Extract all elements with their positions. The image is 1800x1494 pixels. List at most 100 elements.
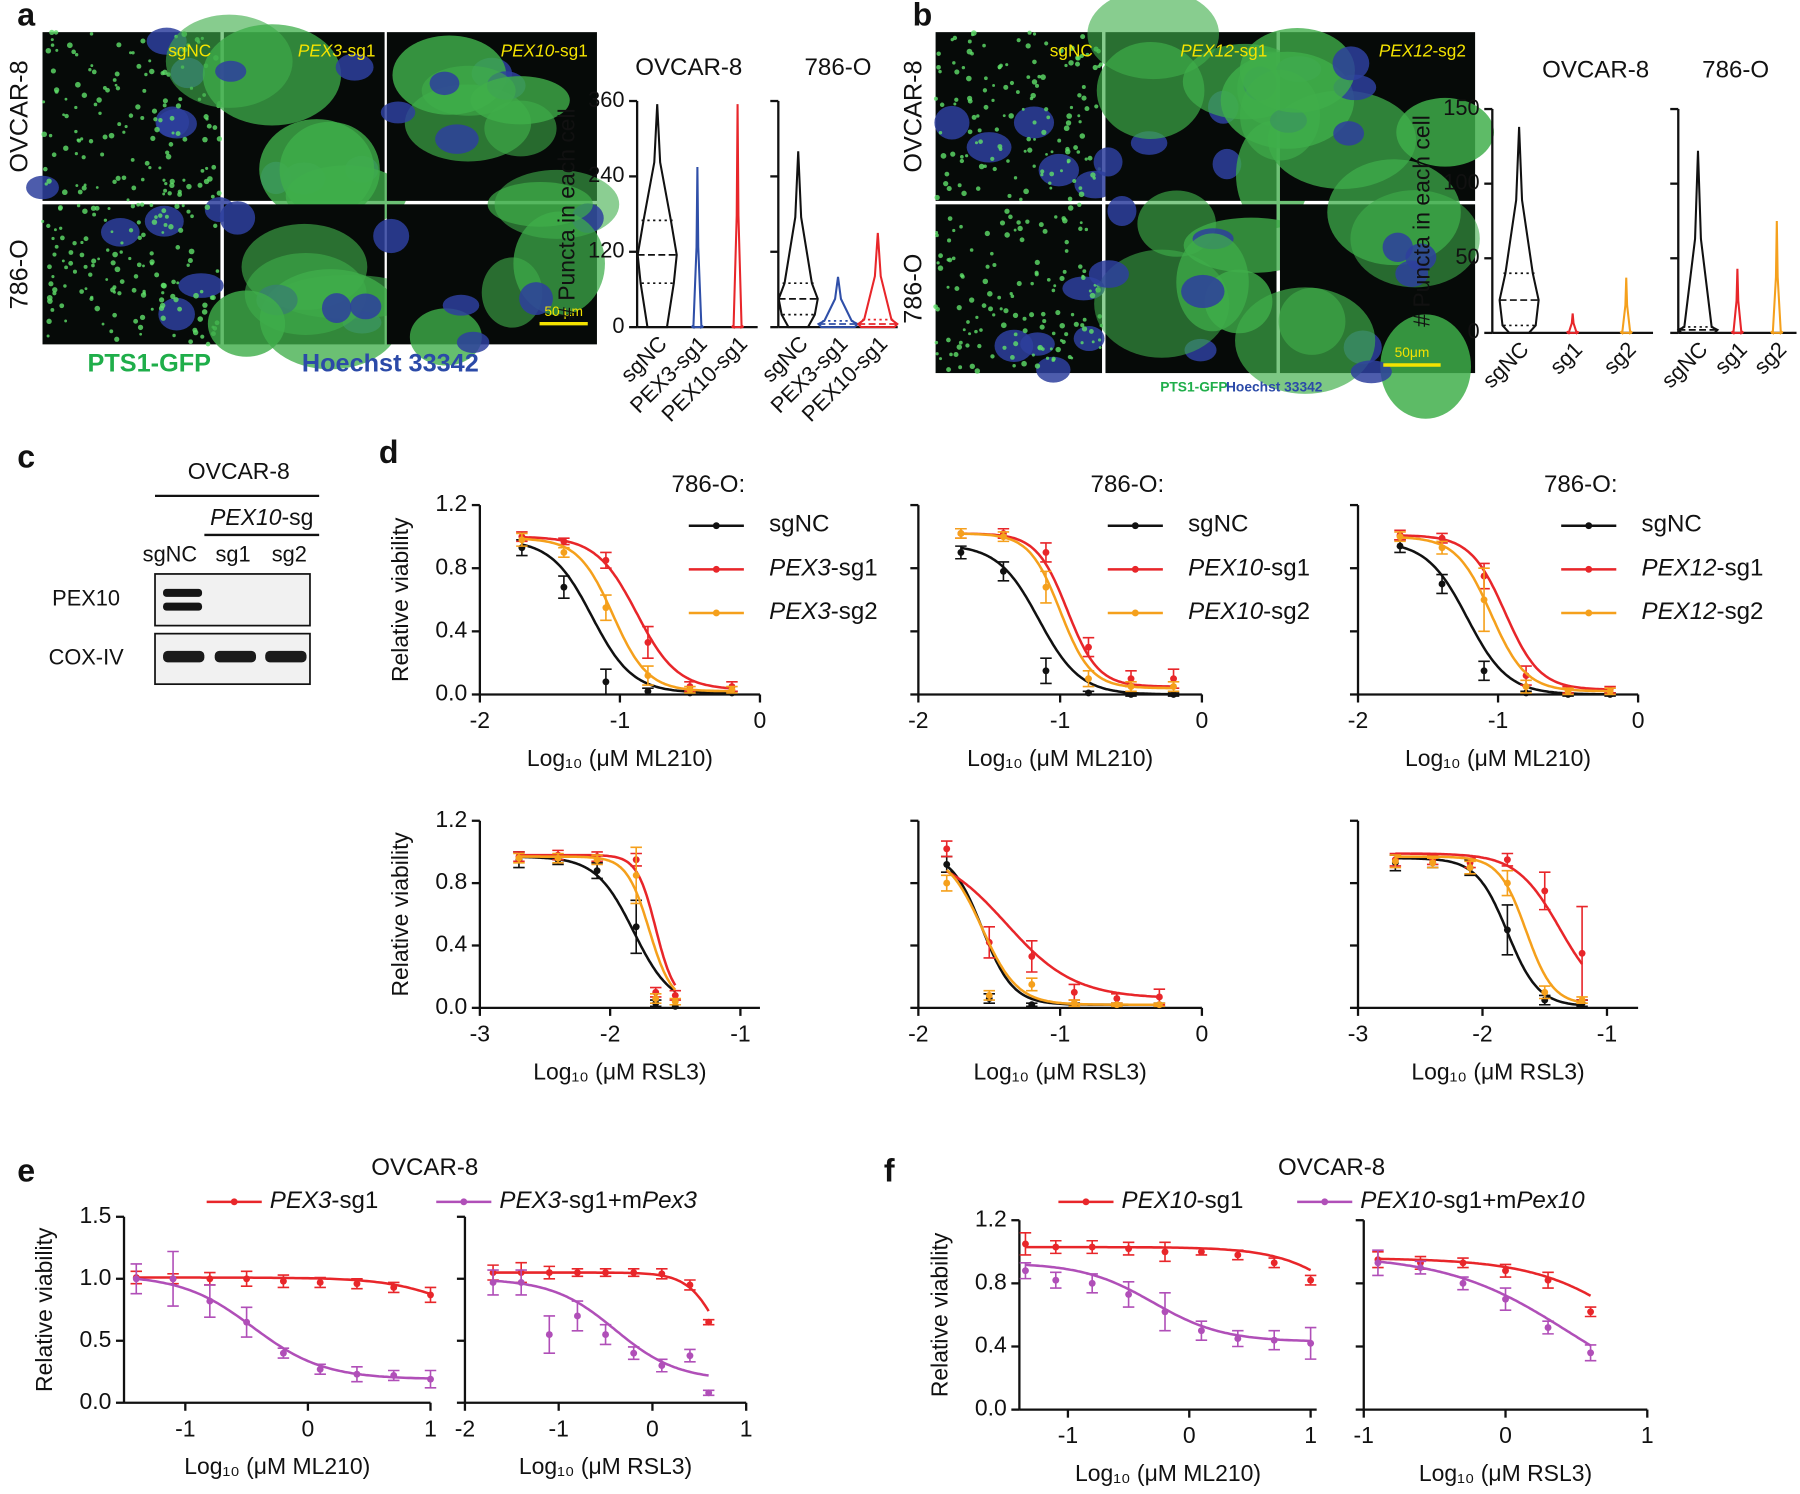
nucleus: [1350, 360, 1392, 384]
puncta: [53, 228, 57, 232]
legend-marker: [712, 565, 720, 573]
puncta: [66, 42, 73, 49]
legend-label: PEX3-sg1+mPex3: [499, 1187, 697, 1214]
data-point: [427, 1375, 434, 1383]
puncta: [171, 279, 176, 285]
data-point: [1085, 675, 1092, 683]
puncta: [1021, 107, 1025, 111]
data-point: [1544, 1324, 1552, 1331]
puncta: [162, 178, 166, 182]
panel-label: c: [17, 439, 35, 475]
puncta: [83, 236, 89, 242]
nucleus: [1181, 274, 1225, 309]
nucleus: [1093, 147, 1123, 177]
fit-curve: [1399, 536, 1611, 693]
legend-marker: [1131, 565, 1139, 573]
puncta: [971, 114, 977, 120]
puncta: [162, 98, 168, 104]
chart-title: OVCAR-8: [371, 1154, 478, 1181]
puncta: [1087, 155, 1093, 161]
puncta: [1078, 120, 1082, 124]
puncta: [1003, 84, 1009, 90]
puncta: [1012, 364, 1016, 368]
puncta: [1023, 149, 1027, 153]
nucleus: [456, 331, 490, 353]
scale-bar-label: 50μm: [1395, 345, 1430, 360]
puncta: [72, 269, 77, 274]
data-point: [279, 1277, 287, 1285]
puncta: [51, 152, 57, 158]
x-axis-label: Log₁₀ (μM ML210): [184, 1453, 370, 1479]
puncta: [117, 291, 122, 296]
puncta: [983, 104, 989, 110]
data-point: [632, 871, 640, 879]
puncta: [1022, 328, 1028, 334]
puncta: [199, 289, 204, 294]
puncta: [1013, 341, 1019, 347]
fit-curve: [1395, 855, 1583, 1004]
puncta: [947, 238, 952, 243]
puncta: [1078, 191, 1085, 198]
puncta: [1040, 311, 1046, 317]
puncta: [1084, 157, 1088, 161]
puncta: [215, 269, 220, 273]
y-tick-label: 1.0: [79, 1264, 111, 1290]
puncta: [1049, 171, 1055, 177]
data-point: [316, 1365, 324, 1373]
x-tick-label: sgNC: [1656, 337, 1712, 393]
puncta: [59, 226, 63, 230]
puncta: [951, 256, 956, 261]
puncta: [213, 223, 218, 228]
puncta: [144, 160, 150, 166]
x-tick-label: -1: [1354, 1422, 1374, 1448]
puncta: [201, 309, 208, 315]
puncta: [1029, 312, 1035, 318]
puncta: [90, 64, 94, 68]
y-axis-label: # Puncta in each cell: [1409, 115, 1435, 327]
puncta: [977, 128, 982, 133]
puncta: [1004, 208, 1010, 214]
data-point: [957, 530, 965, 537]
puncta: [144, 72, 148, 77]
puncta: [204, 204, 211, 210]
puncta: [110, 260, 116, 266]
legend-label: sgNC: [1642, 511, 1702, 538]
puncta: [992, 166, 997, 172]
puncta: [1067, 354, 1072, 360]
legend-marker: [1131, 609, 1139, 617]
nucleus: [100, 217, 140, 247]
puncta: [115, 86, 121, 91]
puncta: [1008, 113, 1014, 119]
puncta: [1073, 145, 1078, 150]
nucleus: [519, 282, 553, 316]
puncta: [954, 286, 960, 292]
data-point: [686, 1352, 694, 1360]
data-point: [1503, 879, 1511, 887]
puncta: [186, 263, 190, 267]
puncta: [984, 76, 988, 81]
puncta: [168, 142, 174, 147]
puncta: [151, 108, 158, 114]
puncta: [112, 78, 117, 82]
data-point: [1125, 1290, 1133, 1298]
x-tick-label: 1: [740, 1415, 753, 1441]
puncta: [162, 103, 167, 108]
puncta: [120, 241, 124, 245]
puncta: [1080, 34, 1086, 40]
y-tick-label: 0.4: [435, 616, 467, 642]
x-tick-label: -1: [175, 1415, 195, 1441]
puncta: [137, 235, 142, 241]
puncta: [1094, 104, 1099, 109]
data-point: [1587, 1308, 1595, 1316]
puncta: [1064, 63, 1068, 68]
data-point: [1544, 1276, 1552, 1284]
y-tick-label: 0.0: [435, 680, 467, 706]
data-point: [1480, 596, 1488, 604]
puncta: [999, 307, 1003, 311]
puncta: [990, 251, 994, 256]
puncta: [971, 33, 974, 37]
puncta: [1066, 113, 1073, 119]
puncta: [136, 262, 142, 268]
nucleus: [144, 205, 184, 237]
